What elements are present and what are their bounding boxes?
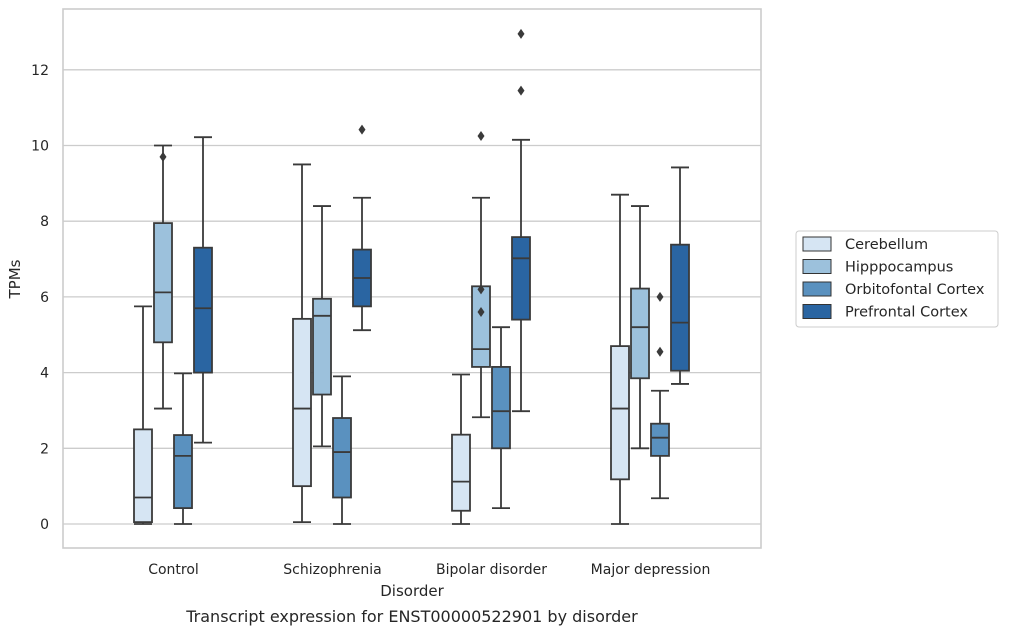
y-tick-label: 2: [40, 441, 49, 457]
box-0-2: [451, 373, 471, 525]
box-3-2: [511, 28, 531, 413]
box-2-1: [332, 375, 352, 525]
box-iqr: [650, 422, 670, 457]
box-2-2: [491, 326, 511, 510]
outlier-point: [159, 151, 167, 162]
x-tick-label: Major depression: [591, 562, 711, 578]
box-iqr: [292, 317, 312, 488]
box-iqr: [193, 246, 213, 374]
box-iqr: [133, 428, 153, 524]
legend-swatch: [802, 236, 832, 252]
box-1-2: [471, 131, 491, 419]
box-2-3: [650, 291, 670, 500]
outlier-point: [358, 124, 366, 135]
box-iqr: [511, 236, 531, 321]
x-tick-label: Schizophrenia: [283, 562, 381, 578]
chart-caption: Transcript expression for ENST0000052290…: [185, 607, 638, 626]
box-iqr: [173, 434, 193, 510]
box-0-1: [292, 163, 312, 524]
outlier-point: [656, 291, 664, 302]
outlier-point: [517, 28, 525, 39]
legend-label: Orbitofontal Cortex: [845, 282, 985, 298]
box-0-0: [133, 305, 153, 525]
outlier-point: [517, 85, 525, 96]
x-tick-label: Bipolar disorder: [436, 562, 547, 578]
box-iqr: [471, 285, 491, 368]
box-plots: [133, 28, 690, 525]
y-tick-label: 8: [40, 214, 49, 230]
box-iqr: [153, 222, 173, 344]
box-3-3: [670, 166, 690, 385]
box-iqr: [630, 287, 650, 380]
legend-label: Prefrontal Cortex: [845, 305, 968, 321]
legend-label: Cerebellum: [845, 237, 928, 253]
legend-swatch: [802, 281, 832, 297]
box-1-3: [630, 205, 650, 450]
box-3-1: [352, 124, 372, 332]
legend-frame: [795, 230, 999, 328]
legend: Cerebellum Hipppocampus Orbitofontal Corte…: [795, 230, 999, 328]
box-0-3: [610, 193, 630, 525]
box-iqr: [610, 345, 630, 481]
x-axis-label: Disorder: [380, 582, 444, 600]
box-iqr: [332, 417, 352, 499]
outlier-point: [477, 284, 485, 295]
outlier-point: [656, 346, 664, 357]
y-axis-label: TPMs: [6, 259, 24, 299]
box-iqr: [491, 366, 511, 450]
y-tick-label: 6: [40, 290, 49, 306]
box-iqr: [451, 433, 471, 512]
x-tick-label: Control: [148, 562, 199, 578]
outlier-point: [477, 307, 485, 318]
box-1-0: [153, 144, 173, 410]
legend-swatch: [802, 259, 832, 274]
legend-swatch: [802, 304, 832, 319]
box-2-0: [173, 372, 193, 525]
y-tick-label: 12: [31, 63, 49, 79]
x-tick-labels: Control Schizophrenia Bipolar disorder Majo…: [148, 562, 710, 578]
legend-label: Hipppocampus: [845, 260, 953, 276]
box-iqr: [670, 243, 690, 372]
y-tick-labels: 0 2 4 6 8 10 12: [31, 63, 49, 533]
box-iqr: [312, 297, 332, 396]
box-1-1: [312, 205, 332, 448]
box-3-0: [193, 136, 213, 444]
outlier-point: [477, 131, 485, 142]
plot-frame: [62, 8, 762, 549]
y-tick-label: 4: [40, 366, 49, 382]
y-tick-label: 10: [31, 139, 49, 155]
y-tick-label: 0: [40, 517, 49, 533]
